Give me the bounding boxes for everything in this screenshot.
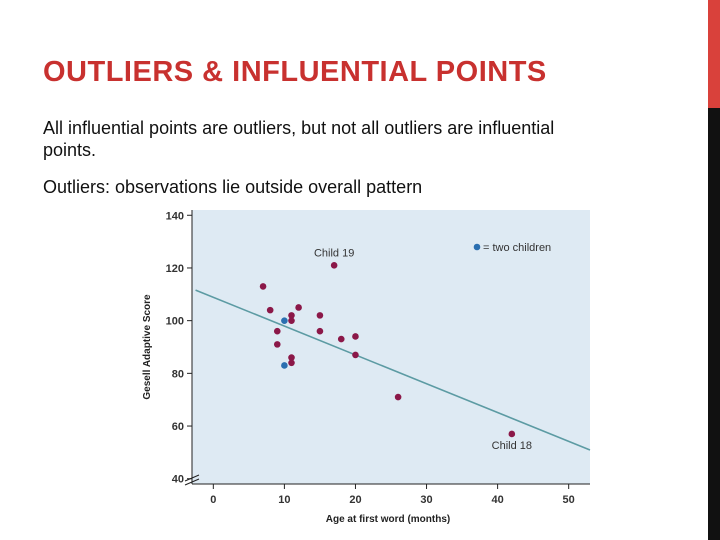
data-point <box>295 304 302 311</box>
data-point-two-children <box>281 317 288 324</box>
right-edge-red-accent <box>708 0 720 108</box>
data-point <box>330 262 338 269</box>
data-point <box>273 341 281 348</box>
x-tick-label: 0 <box>210 494 216 506</box>
data-point <box>288 359 295 367</box>
data-point <box>508 430 516 438</box>
data-point <box>259 283 267 290</box>
y-tick-label: 140 <box>166 210 184 222</box>
x-tick-label: 30 <box>420 494 432 506</box>
data-point <box>337 335 345 343</box>
data-point-two-children <box>281 362 288 369</box>
right-edge-white-stripe <box>696 0 708 540</box>
y-tick-label: 60 <box>172 421 184 433</box>
y-tick-label: 100 <box>166 316 184 328</box>
x-tick-label: 50 <box>563 494 575 506</box>
data-point <box>352 351 359 359</box>
y-tick-label: 40 <box>172 474 184 486</box>
x-axis-label: Age at first word (months) <box>326 514 450 525</box>
legend-marker <box>473 243 481 251</box>
paragraph-outliers: Outliers: observations lie outside overa… <box>43 177 423 197</box>
y-tick-label: 80 <box>172 368 184 380</box>
legend-label: = two children <box>483 242 551 254</box>
data-point <box>288 354 295 361</box>
scatter-chart: 40 60 80 100 120 140 0 10 20 30 40 50 Age at first w… <box>142 210 591 525</box>
slide-title: OUTLIERS & INFLUENTIAL POINTS <box>43 56 547 88</box>
data-point <box>316 327 324 335</box>
annotation-child-19: Child 19 <box>314 247 354 259</box>
y-tick-label: 120 <box>166 263 184 275</box>
data-point <box>273 327 281 335</box>
plot-area <box>192 210 590 484</box>
data-point <box>288 312 295 319</box>
x-tick-label: 20 <box>349 494 361 506</box>
data-point <box>288 317 295 324</box>
regression-line <box>195 289 591 451</box>
data-point <box>316 312 324 319</box>
annotation-child-18: Child 18 <box>492 440 532 452</box>
data-point <box>394 393 402 401</box>
x-tick-label: 10 <box>278 494 290 506</box>
x-tick-label: 40 <box>491 494 503 506</box>
data-point <box>352 333 359 340</box>
axis-break-mark <box>184 478 200 486</box>
data-point <box>266 306 274 314</box>
y-axis-label: Gesell Adaptive Score <box>142 294 153 400</box>
axis-break-mark <box>184 474 200 482</box>
right-edge-dark-bar <box>708 108 720 540</box>
paragraph-influential-points: All influential points are outliers, but… <box>43 118 555 160</box>
